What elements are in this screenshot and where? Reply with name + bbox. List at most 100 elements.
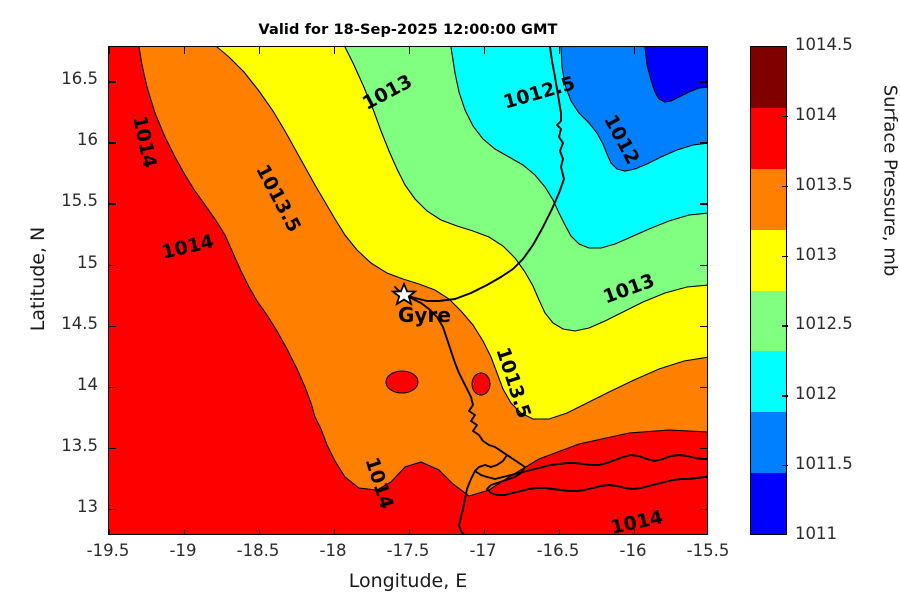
x-tick-mark-top — [259, 47, 261, 54]
colorbar-tick-label: 1014.5 — [795, 35, 853, 54]
colorbar-tick-label: 1011.5 — [795, 454, 853, 474]
coast-south-west — [458, 470, 476, 534]
y-tick-mark-right — [700, 509, 707, 511]
x-tick-mark-top — [409, 47, 411, 54]
x-tick-label: -18 — [319, 541, 347, 560]
colorbar-tick-label: 1013 — [795, 244, 837, 264]
colorbar[interactable] — [750, 46, 787, 535]
y-tick-mark-right — [700, 81, 707, 83]
y-tick-mark — [109, 142, 116, 144]
y-tick-label: 15.5 — [61, 191, 98, 211]
contour-plot-axes: Gyre 1014 1013.5 1013 1012.5 1012 1014 1013 101… — [108, 46, 708, 535]
colorbar-band — [751, 473, 786, 534]
x-tick-mark-top — [184, 47, 186, 54]
colorbar-band — [751, 351, 786, 413]
contour-lines — [138, 47, 707, 497]
y-tick-label: 14 — [77, 374, 98, 394]
contour-1012p5 — [454, 72, 707, 249]
contour-1014-top — [138, 47, 143, 66]
x-tick-mark — [184, 529, 186, 534]
colorbar-tick-mark — [782, 185, 788, 187]
contour-1012p5-top — [450, 47, 456, 74]
y-tick-mark — [109, 447, 116, 450]
colorbar-tick-label: 1013.5 — [795, 174, 853, 194]
y-tick-mark — [109, 509, 116, 511]
colorbar-tick-mark — [782, 325, 788, 327]
contour-1014 — [141, 64, 707, 497]
contour-1012 — [561, 66, 707, 172]
colorbar-band — [751, 412, 786, 474]
contour-1011p5 — [646, 64, 707, 103]
contour-1013p5-top — [216, 47, 230, 58]
x-tick-label: -18.5 — [236, 541, 280, 560]
contour-1013-top — [344, 47, 354, 64]
x-tick-mark-top — [334, 47, 336, 54]
x-tick-mark — [634, 529, 636, 534]
colorbar-band — [751, 229, 786, 291]
y-tick-mark-right — [700, 203, 707, 205]
colorbar-band — [751, 47, 786, 108]
colorbar-tick-mark — [782, 115, 788, 118]
y-tick-mark — [109, 325, 116, 328]
y-tick-mark-right — [700, 386, 707, 389]
contour-1011p5-top — [644, 47, 648, 66]
colorbar-tick-label: 1014 — [795, 104, 837, 124]
colorbar-tick-mark — [782, 465, 788, 467]
y-tick-mark-right — [700, 325, 707, 328]
x-tick-mark — [334, 529, 336, 534]
star-glyph — [390, 281, 418, 307]
x-axis-title: Longitude, E — [348, 570, 468, 592]
x-tick-label: -17 — [469, 541, 497, 560]
band-1011 — [645, 47, 707, 102]
contour-1012-top — [560, 47, 563, 68]
figure-title: Valid for 18-Sep-2025 12:00:00 GMT — [258, 22, 558, 38]
y-tick-label: 14.5 — [61, 313, 98, 333]
x-tick-mark-top — [634, 47, 636, 54]
border-north — [438, 47, 565, 302]
x-tick-label: -19.5 — [86, 541, 130, 560]
star-marker[interactable] — [390, 281, 418, 307]
y-tick-label: 13.5 — [61, 435, 98, 455]
colorbar-tick-label: 1012 — [795, 384, 837, 404]
colorbar-band — [751, 107, 786, 169]
y-tick-mark-right — [700, 142, 707, 144]
colorbar-band — [751, 168, 786, 230]
colorbar-tick-label: 1011 — [795, 524, 837, 543]
x-tick-label: -16.5 — [536, 541, 580, 560]
contour-fill-svg — [109, 47, 707, 534]
colorbar-tick-mark — [782, 395, 788, 397]
x-tick-label: -19 — [169, 541, 197, 560]
x-tick-mark-top — [109, 47, 111, 54]
y-tick-mark-right — [700, 447, 707, 450]
y-tick-mark — [109, 81, 116, 83]
colorbar-band — [751, 290, 786, 352]
x-tick-mark-top — [559, 47, 561, 54]
y-tick-mark — [109, 203, 116, 205]
y-tick-mark — [109, 386, 116, 389]
gyre-label: Gyre — [398, 303, 451, 327]
coastline — [394, 47, 707, 534]
y-tick-label: 13 — [77, 497, 98, 517]
colorbar-title: Surface Pressure, mb — [879, 84, 900, 277]
x-tick-label: -17.5 — [386, 541, 430, 560]
x-tick-label: -16 — [619, 541, 647, 560]
y-tick-mark — [109, 264, 116, 266]
closed-high-cell-west — [385, 370, 419, 394]
y-tick-label: 15 — [77, 252, 98, 272]
x-tick-mark — [484, 529, 486, 534]
x-tick-mark — [559, 529, 561, 534]
x-tick-mark-top — [484, 47, 486, 54]
y-tick-label: 16 — [77, 130, 98, 150]
x-tick-mark — [409, 529, 411, 534]
colorbar-tick-label: 1012.5 — [795, 314, 853, 334]
casamance-coast — [486, 454, 707, 496]
x-tick-mark — [259, 529, 261, 534]
y-axis-title: Latitude, N — [27, 226, 49, 332]
contour-1013 — [352, 62, 707, 332]
y-tick-mark-right — [700, 264, 707, 266]
colorbar-tick-mark — [782, 255, 788, 257]
closed-high-cell-east — [471, 372, 491, 396]
x-tick-mark — [109, 529, 111, 534]
y-tick-label: 16.5 — [61, 69, 98, 89]
